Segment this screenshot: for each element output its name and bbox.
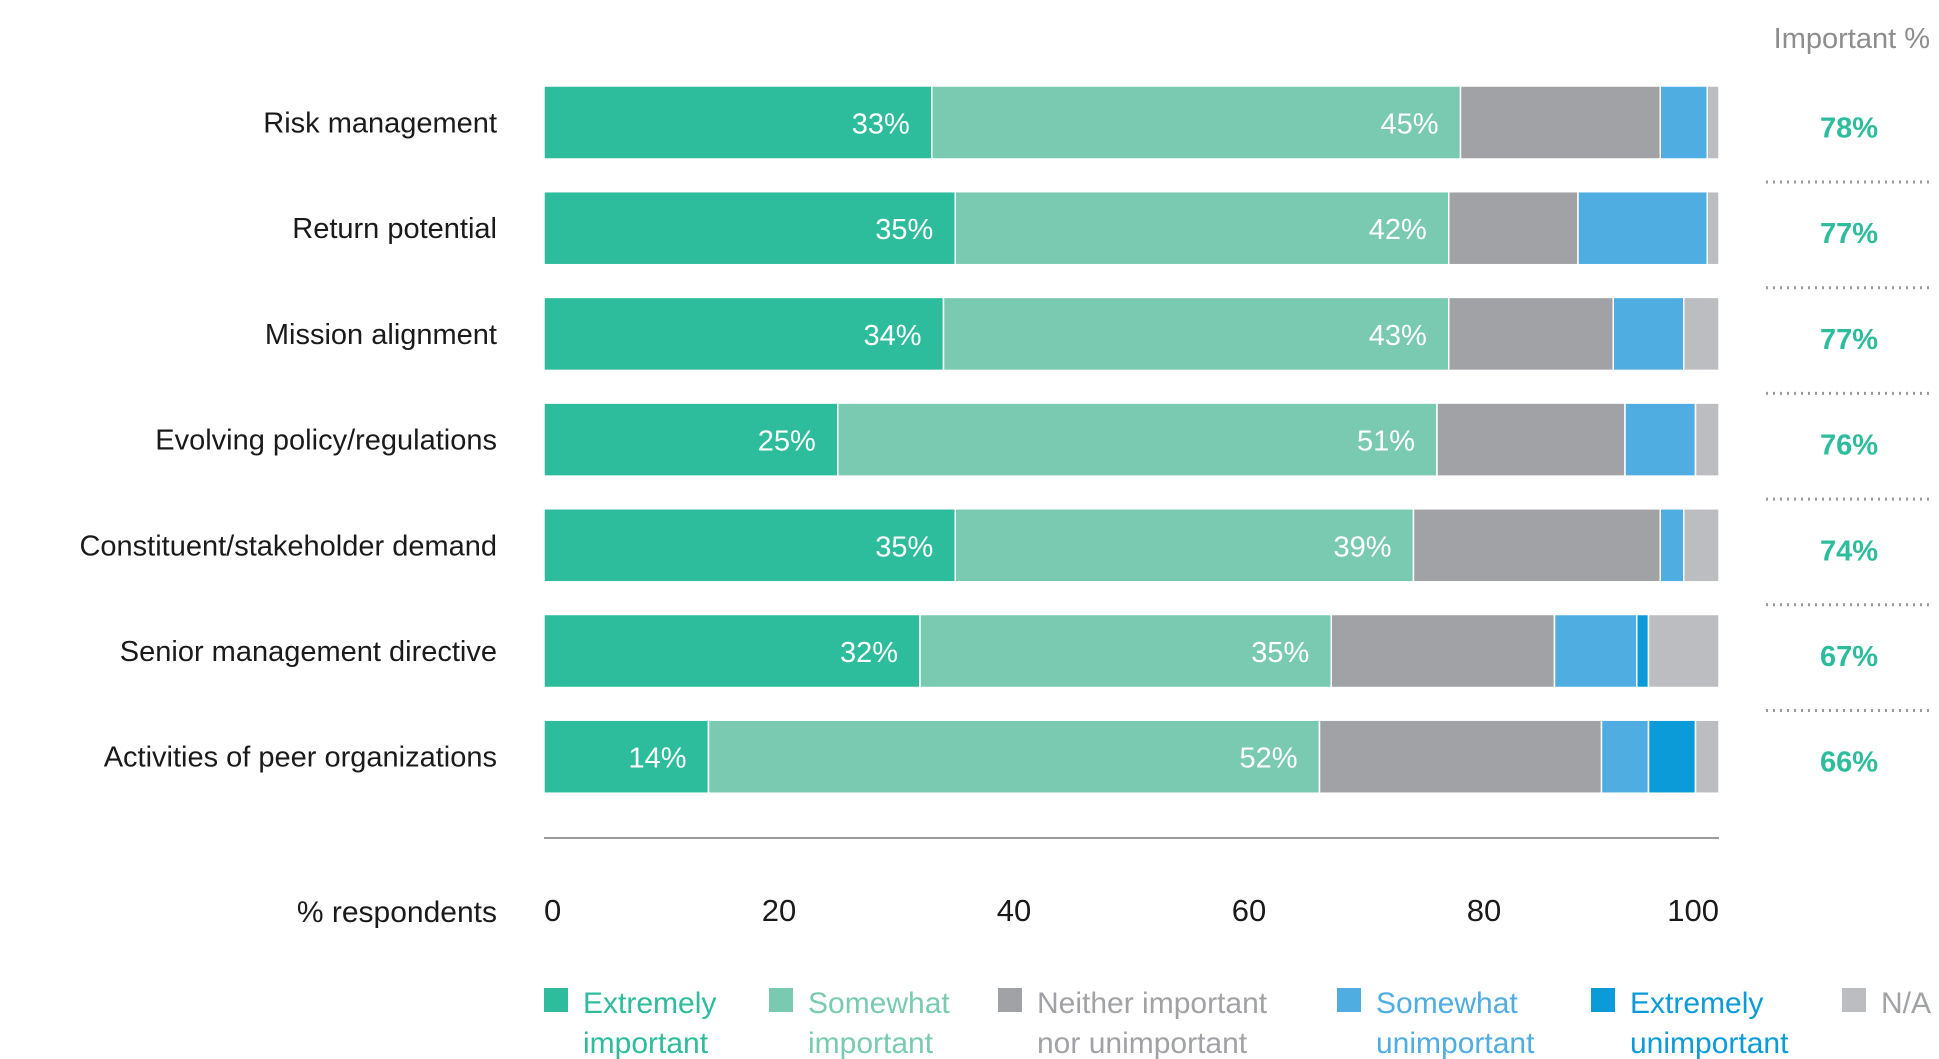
bar-segment <box>1600 719 1650 794</box>
x-axis-title: % respondents <box>297 896 497 929</box>
important-value: 78% <box>1820 113 1878 145</box>
bar-segment <box>1636 613 1650 689</box>
legend-swatch <box>1591 988 1615 1012</box>
bar-segment <box>1683 296 1720 372</box>
legend: Extremely important Somewhat important Neith… <box>544 987 1931 1059</box>
category-label: Activities of peer organizations <box>104 742 497 774</box>
important-value: 67% <box>1820 641 1878 673</box>
bar-segment <box>1624 402 1697 477</box>
important-value: 77% <box>1820 324 1878 356</box>
segment-value-label: 14% <box>628 743 686 775</box>
segment-value-label: 25% <box>758 426 816 458</box>
bar-segment <box>1553 613 1638 689</box>
bar-segment <box>1706 190 1720 266</box>
x-tick-label: 80 <box>1467 893 1501 928</box>
legend-label: Extremely <box>583 987 716 1020</box>
segment-value-label: 34% <box>863 320 921 352</box>
x-tick-label: 100 <box>1667 893 1719 928</box>
bar-segment <box>1683 508 1720 583</box>
bar-segment <box>931 85 1462 160</box>
segment-value-label: 39% <box>1333 531 1391 563</box>
important-value: 77% <box>1820 218 1878 250</box>
x-tick-label: 20 <box>762 893 796 928</box>
legend-label: unimportant <box>1376 1027 1535 1059</box>
bar-segment <box>1647 613 1720 689</box>
category-label: Mission alignment <box>265 319 497 351</box>
segment-value-label: 32% <box>840 637 898 669</box>
segment-value-label: 33% <box>852 109 910 141</box>
x-tick-labels: 0 20 40 60 80 100 <box>544 893 1719 928</box>
segment-value-label: 43% <box>1369 320 1427 352</box>
legend-swatch <box>1842 988 1866 1012</box>
bar-segment <box>1659 508 1685 583</box>
legend-label: Neither important <box>1037 987 1268 1020</box>
important-value: 66% <box>1820 747 1878 779</box>
category-label: Evolving policy/regulations <box>155 425 497 457</box>
legend-label: unimportant <box>1630 1027 1789 1059</box>
legend-label: N/A <box>1881 987 1931 1020</box>
legend-swatch <box>1337 988 1361 1012</box>
important-header: Important % <box>1774 23 1930 55</box>
legend-label: important <box>583 1027 709 1059</box>
bar-segment <box>1412 508 1661 583</box>
segment-value-label: 35% <box>875 214 933 246</box>
bar-segment <box>1330 613 1556 689</box>
legend-label: nor unimportant <box>1037 1027 1248 1059</box>
segment-value-label: 45% <box>1380 109 1438 141</box>
category-label: Risk management <box>263 108 497 140</box>
segment-value-label: 51% <box>1357 426 1415 458</box>
legend-label: Extremely <box>1630 987 1763 1020</box>
bars-group: Risk management 33% 45% 78% Return potential… <box>79 85 1934 794</box>
segment-value-label: 35% <box>1251 637 1309 669</box>
x-tick-label: 60 <box>1232 893 1266 928</box>
category-label: Constituent/stakeholder demand <box>79 530 497 562</box>
legend-label: Somewhat <box>808 987 950 1020</box>
segment-value-label: 35% <box>875 531 933 563</box>
bar-segment <box>1577 190 1708 266</box>
bar-segment <box>1459 85 1661 160</box>
legend-swatch <box>998 988 1022 1012</box>
bar-segment <box>543 190 956 266</box>
important-value: 74% <box>1820 535 1878 567</box>
bar-segment <box>1706 85 1720 160</box>
bar-segment <box>1436 402 1626 477</box>
x-tick-label: 40 <box>997 893 1031 928</box>
important-value: 76% <box>1820 430 1878 462</box>
segment-value-label: 52% <box>1239 743 1297 775</box>
bar-segment <box>954 508 1415 583</box>
legend-swatch <box>769 988 793 1012</box>
bar-segment <box>837 402 1438 477</box>
category-label: Senior management directive <box>120 636 497 668</box>
legend-label: important <box>808 1027 934 1059</box>
bar-segment <box>1612 296 1685 372</box>
legend-label: Somewhat <box>1376 987 1518 1020</box>
bar-segment <box>1318 719 1603 794</box>
bar-segment <box>919 613 1332 689</box>
x-tick-label: 0 <box>544 893 561 928</box>
bar-segment <box>942 296 1450 372</box>
category-label: Return potential <box>292 213 497 245</box>
bar-segment <box>1647 719 1697 794</box>
bar-segment <box>1448 190 1579 266</box>
bar-segment <box>1659 85 1708 160</box>
bar-segment <box>543 719 710 794</box>
bar-segment <box>543 613 921 689</box>
bar-segment <box>707 719 1321 794</box>
bar-segment <box>543 402 839 477</box>
bar-segment <box>1448 296 1614 372</box>
bar-segment <box>543 85 933 160</box>
bar-segment <box>1694 402 1720 477</box>
bar-segment <box>1694 719 1720 794</box>
segment-value-label: 42% <box>1369 214 1427 246</box>
legend-swatch <box>544 988 568 1012</box>
